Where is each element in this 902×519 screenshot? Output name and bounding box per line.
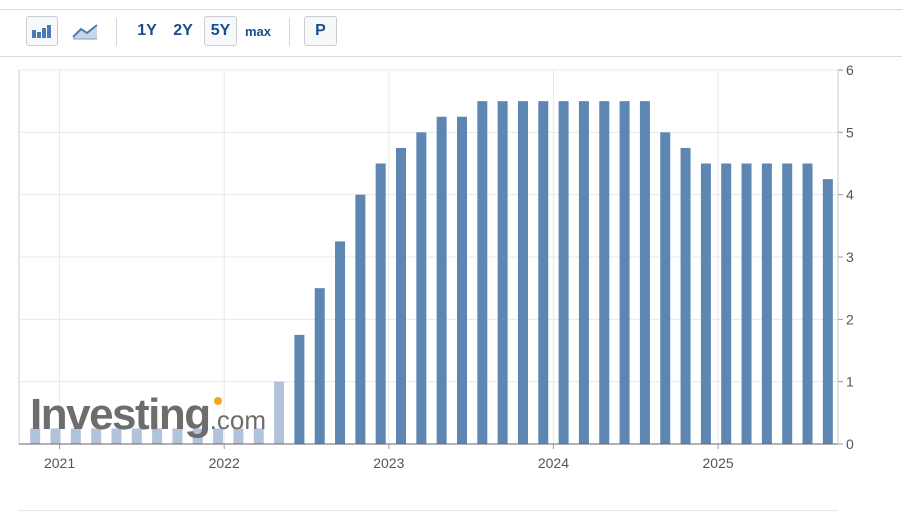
bar-chart-icon (32, 25, 51, 38)
chart-toolbar: 1Y 2Y 5Y max P (0, 10, 902, 57)
x-tick-label: 2022 (209, 455, 240, 471)
bar (91, 428, 102, 444)
bar (436, 116, 447, 444)
bar-layer (30, 101, 833, 445)
toolbar-separator (289, 18, 290, 46)
bar (233, 428, 244, 444)
grid-layer (18, 69, 839, 445)
bar (335, 241, 346, 444)
bar (355, 194, 366, 444)
bar (50, 428, 61, 444)
bar (680, 147, 691, 445)
x-tick-label: 2023 (373, 455, 404, 471)
chart-area: 0 1 2 3 4 5 6 2021 2022 2023 2024 2025 (0, 56, 902, 519)
x-tick-label: 2025 (703, 455, 734, 471)
bar (558, 101, 569, 445)
bar (761, 163, 772, 444)
y-tick-label: 3 (846, 249, 854, 265)
bar (192, 428, 203, 444)
bar-chart-button[interactable] (26, 16, 58, 46)
y-tick-label: 1 (846, 374, 854, 390)
bar (456, 116, 467, 444)
logo-dot (214, 397, 222, 405)
bar (578, 101, 589, 445)
bar (619, 101, 630, 445)
area-chart-icon (72, 24, 98, 40)
range-2y-button[interactable]: 2Y (173, 22, 193, 39)
range-5y-button[interactable]: 5Y (204, 16, 237, 46)
axis-layer: 0 1 2 3 4 5 6 2021 2022 2023 2024 2025 (19, 62, 854, 471)
bar (822, 179, 833, 444)
bar (70, 428, 81, 444)
logo-suffix-text: .com (209, 405, 266, 435)
bar (517, 101, 528, 445)
bar (294, 334, 305, 444)
y-tick-label: 6 (846, 62, 854, 78)
bar (477, 101, 488, 445)
bar (111, 428, 122, 444)
bar (152, 428, 163, 444)
bar-chart: 0 1 2 3 4 5 6 2021 2022 2023 2024 2025 (18, 62, 854, 471)
bar (782, 163, 793, 444)
y-tick-label: 0 (846, 436, 854, 452)
p-button[interactable]: P (304, 16, 337, 46)
bar (314, 288, 325, 444)
bar (700, 163, 711, 444)
bar (599, 101, 610, 445)
bar (639, 101, 650, 445)
investing-logo: Investing.com (30, 390, 266, 440)
logo-main-text: Investing (30, 390, 211, 439)
bar (172, 428, 183, 444)
bar (396, 147, 407, 445)
toolbar-separator (116, 18, 117, 46)
y-tick-label: 5 (846, 124, 854, 140)
bar (497, 101, 508, 445)
top-border (0, 9, 902, 10)
bar (213, 428, 224, 444)
bar (538, 101, 549, 445)
range-1y-button[interactable]: 1Y (137, 22, 157, 39)
range-max-button[interactable]: max (244, 23, 272, 39)
bottom-divider (18, 510, 838, 511)
bar (802, 163, 813, 444)
bar (30, 428, 41, 444)
bar (131, 428, 142, 444)
y-tick-label: 2 (846, 311, 854, 327)
bar (274, 381, 285, 444)
bar (253, 428, 264, 444)
bar (416, 132, 427, 444)
x-tick-label: 2024 (538, 455, 569, 471)
bar (721, 163, 732, 444)
bar (660, 132, 671, 444)
bar (375, 163, 386, 444)
y-tick-label: 4 (846, 187, 854, 203)
x-tick-label: 2021 (44, 455, 75, 471)
bar (741, 163, 752, 444)
area-chart-button[interactable] (68, 16, 102, 46)
